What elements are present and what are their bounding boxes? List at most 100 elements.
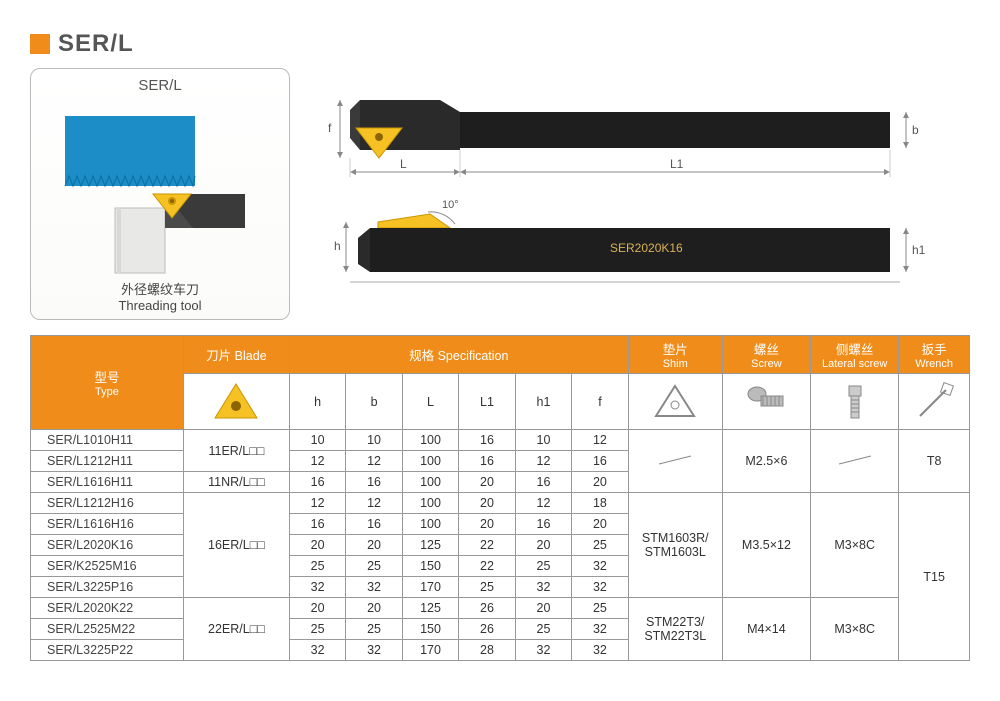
- type-cell: SER/L2525M22: [31, 619, 184, 640]
- dim-b: b: [912, 123, 919, 137]
- spec-value: 20: [515, 598, 571, 619]
- spec-value: 12: [289, 451, 345, 472]
- spec-value: 32: [346, 640, 402, 661]
- hdr-wr-en: Wrench: [903, 358, 965, 370]
- spec-value: 32: [572, 577, 628, 598]
- type-cell: SER/L1212H11: [31, 451, 184, 472]
- spec-value: 12: [289, 493, 345, 514]
- hdr-shim-cn: 垫片: [663, 343, 688, 357]
- spec-value: 32: [572, 619, 628, 640]
- threading-tool-diagram: [45, 98, 275, 278]
- hdr-spec-cn: 规格: [409, 349, 434, 363]
- hdr-lat-cn: 侧螺丝: [836, 343, 874, 357]
- blade-cell: 16ER/L□□: [183, 493, 289, 598]
- spec-col-b: b: [346, 374, 402, 430]
- spec-value: 100: [402, 493, 458, 514]
- spec-value: 20: [346, 535, 402, 556]
- hdr-blade-en: Blade: [235, 349, 267, 363]
- spec-value: 16: [289, 472, 345, 493]
- spec-value: 25: [289, 619, 345, 640]
- spec-value: 100: [402, 514, 458, 535]
- spec-value: 25: [572, 598, 628, 619]
- spec-value: 28: [459, 640, 515, 661]
- dim-L1: L1: [670, 157, 684, 171]
- hdr-type-en: Type: [35, 386, 179, 398]
- hdr-type-cn: 型号: [94, 371, 119, 385]
- type-cell: SER/L2020K16: [31, 535, 184, 556]
- spec-value: 20: [572, 472, 628, 493]
- blade-cell: 22ER/L□□: [183, 598, 289, 661]
- spec-value: 25: [515, 556, 571, 577]
- diagram-box: SER/L 外径螺纹车刀 Threading tool: [30, 68, 290, 320]
- spec-value: 150: [402, 619, 458, 640]
- spec-value: 32: [515, 577, 571, 598]
- spec-value: 32: [572, 556, 628, 577]
- spec-value: 20: [515, 535, 571, 556]
- spec-value: 32: [289, 577, 345, 598]
- spec-value: 22: [459, 535, 515, 556]
- spec-value: 12: [572, 430, 628, 451]
- spec-value: 16: [459, 430, 515, 451]
- spec-value: 26: [459, 619, 515, 640]
- spec-value: 12: [515, 493, 571, 514]
- shim-image-cell: [628, 374, 722, 430]
- table-row: SER/L2020K2222ER/L□□2020125262025STM22T3…: [31, 598, 970, 619]
- hdr-screw-cn: 螺丝: [754, 343, 779, 357]
- technical-drawings: f b L L1 10°: [310, 68, 970, 320]
- spec-value: 16: [515, 514, 571, 535]
- spec-value: 32: [515, 640, 571, 661]
- shim-cell: [628, 430, 722, 493]
- type-cell: SER/L1010H11: [31, 430, 184, 451]
- spec-value: 16: [515, 472, 571, 493]
- spec-col-h: h: [289, 374, 345, 430]
- dim-L: L: [400, 157, 407, 171]
- spec-value: 12: [346, 451, 402, 472]
- screw-cell: M4×14: [722, 598, 810, 661]
- spec-value: 18: [572, 493, 628, 514]
- spec-value: 20: [459, 514, 515, 535]
- page-title-row: SER/L: [30, 30, 970, 58]
- hdr-wr-cn: 扳手: [922, 343, 947, 357]
- spec-table-head: 型号 Type 刀片 Blade 规格 Specification 垫片 Shi…: [31, 336, 970, 430]
- spec-value: 16: [572, 451, 628, 472]
- dim-f: f: [328, 121, 332, 135]
- spec-value: 10: [289, 430, 345, 451]
- spec-table: 型号 Type 刀片 Blade 规格 Specification 垫片 Shi…: [30, 335, 970, 661]
- spec-value: 170: [402, 577, 458, 598]
- type-cell: SER/L3225P22: [31, 640, 184, 661]
- spec-value: 100: [402, 451, 458, 472]
- diagram-caption: 外径螺纹车刀 Threading tool: [41, 282, 279, 313]
- spec-value: 125: [402, 598, 458, 619]
- spec-value: 100: [402, 472, 458, 493]
- latscrew-image-cell: [811, 374, 899, 430]
- spec-value: 100: [402, 430, 458, 451]
- spec-value: 32: [346, 577, 402, 598]
- blade-image-cell: [183, 374, 289, 430]
- spec-value: 150: [402, 556, 458, 577]
- spec-value: 16: [346, 472, 402, 493]
- latscrew-cell: M3×8C: [811, 598, 899, 661]
- spec-value: 10: [346, 430, 402, 451]
- spec-value: 20: [459, 493, 515, 514]
- spec-value: 25: [459, 577, 515, 598]
- screw-cell: M2.5×6: [722, 430, 810, 493]
- wrench-image-cell: [899, 374, 970, 430]
- shim-cell: STM22T3/ STM22T3L: [628, 598, 722, 661]
- hdr-screw-en: Screw: [727, 358, 806, 370]
- type-cell: SER/L2020K22: [31, 598, 184, 619]
- spec-value: 20: [572, 514, 628, 535]
- screw-image-cell: [722, 374, 810, 430]
- title-marker: [30, 34, 50, 54]
- spec-value: 16: [289, 514, 345, 535]
- type-cell: SER/L1616H11: [31, 472, 184, 493]
- spec-value: 25: [346, 619, 402, 640]
- tool-label: SER2020K16: [610, 241, 683, 255]
- side-view-drawing: 10° SER2020K16 h h1: [310, 194, 930, 294]
- spec-value: 16: [346, 514, 402, 535]
- dim-h: h: [334, 239, 341, 253]
- spec-value: 20: [289, 535, 345, 556]
- spec-value: 25: [346, 556, 402, 577]
- spec-value: 12: [346, 493, 402, 514]
- spec-value: 22: [459, 556, 515, 577]
- type-cell: SER/L1616H16: [31, 514, 184, 535]
